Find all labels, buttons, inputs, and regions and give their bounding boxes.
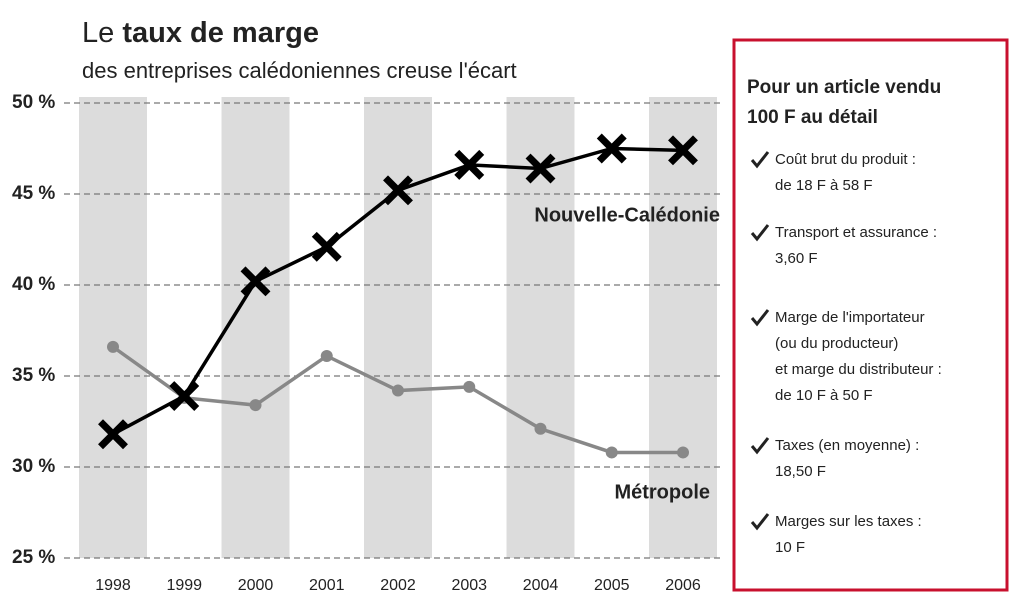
marker [169,381,200,411]
band [221,97,290,558]
marker [525,153,556,184]
sidebar-item: de 10 F à 50 F [775,387,873,404]
sidebar-item: (ou du producteur) [775,335,898,352]
title-part: Le [82,17,122,49]
sidebar-item: Taxes (en moyenne) : [775,437,919,454]
band [506,97,575,558]
check-icon [750,309,770,327]
x-tick-label: 2003 [451,577,487,594]
x-tick-label: 2002 [380,577,416,594]
x-tick-label: 2006 [665,577,701,594]
sidebar-item: Transport et assurance : [775,224,937,241]
x-tick-label: 2004 [523,577,559,594]
check-icon [750,437,770,455]
band [79,97,147,558]
chart-subtitle: des entreprises calédoniennes creuse l'é… [82,58,517,83]
series-label: Nouvelle-Calédonie [534,204,720,226]
sidebar-item: 18,50 F [775,463,826,480]
x-tick-label: 2000 [238,577,274,594]
marker [605,446,618,459]
marker [311,231,342,262]
y-tick-label: 35 % [12,365,55,386]
check-icon [750,513,770,531]
series-label: Métropole [614,481,710,503]
sidebar-item: Coût brut du produit : [775,151,916,168]
sidebar-item: Marges sur les taxes : [775,513,922,530]
sidebar-box [732,38,1009,592]
band [364,97,432,558]
sidebar-title: 100 F au détail [747,107,878,128]
marker [454,149,485,180]
x-tick-label: 2005 [594,577,630,594]
sidebar-title: Pour un article vendu [747,77,941,98]
marker [107,340,119,353]
marker [320,349,333,362]
x-tick-label: 2001 [309,577,345,594]
sidebar-item: de 18 F à 58 F [775,177,873,194]
check-icon [750,224,770,242]
y-tick-label: 40 % [12,274,55,295]
plot-area: 25 % 30 % 35 % 40 % 45 % 50 % 1998 1999 2000 2001… [12,92,722,594]
title-part: taux de marge [122,17,319,49]
marker [596,133,627,164]
sidebar-item: et marge du distributeur : [775,361,942,378]
x-tick-label: 1999 [166,577,202,594]
y-tick-label: 30 % [12,456,55,477]
check-icon [750,151,770,169]
band [649,97,717,558]
y-tick-label: 25 % [12,547,55,568]
marker [240,266,271,297]
marker [534,422,547,435]
y-tick-label: 45 % [12,183,55,204]
sidebar: Pour un article vendu 100 F au détail Coût… [747,77,942,556]
y-tick-label: 50 % [12,92,55,113]
sidebar-item: 10 F [775,539,805,556]
marker [677,446,689,459]
marker [383,175,413,206]
marker [463,380,476,393]
sidebar-item: 3,60 F [775,250,818,267]
chart-title: Le taux de marge [82,17,319,49]
sidebar-item: Marge de l'importateur [775,309,925,326]
marker [668,135,698,166]
marker [392,384,404,397]
marker [249,399,262,412]
marker [98,419,128,450]
x-tick-label: 1998 [95,577,131,594]
